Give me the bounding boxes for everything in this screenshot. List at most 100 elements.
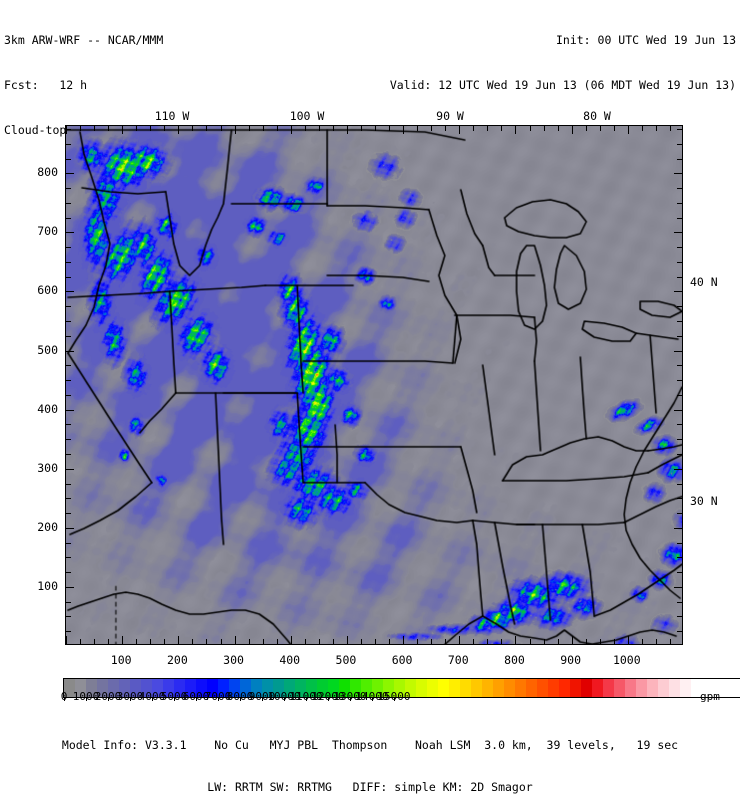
colorbar-swatch bbox=[592, 679, 603, 697]
y-axis-tick-right bbox=[677, 498, 682, 500]
x-axis-label: 200 bbox=[166, 653, 188, 667]
y-axis-tick bbox=[66, 232, 74, 234]
x-axis-tick bbox=[220, 639, 222, 644]
x-axis-label: 100 bbox=[110, 653, 132, 667]
colorbar-swatch bbox=[108, 679, 119, 697]
colorbar-swatch bbox=[735, 679, 740, 697]
y-axis-tick-right bbox=[677, 557, 682, 559]
x-axis-tick-top bbox=[487, 126, 489, 131]
colorbar-tick-label: 9000 bbox=[248, 690, 276, 703]
colorbar-swatch bbox=[669, 679, 680, 697]
x-axis-label: 500 bbox=[335, 653, 357, 667]
colorbar-swatch bbox=[658, 679, 669, 697]
map-plot-area[interactable] bbox=[65, 125, 683, 645]
y-axis-tick-right bbox=[677, 321, 682, 322]
x-axis-tick bbox=[206, 639, 208, 644]
colorbar-swatch bbox=[526, 679, 537, 697]
x-axis-tick bbox=[473, 639, 475, 644]
colorbar-swatch bbox=[625, 679, 636, 697]
x-axis-tick-top bbox=[136, 126, 138, 131]
y-axis-label: 700 bbox=[37, 224, 58, 239]
y-axis-tick-right bbox=[674, 409, 682, 411]
x-axis-tick bbox=[360, 639, 362, 644]
x-axis-tick bbox=[94, 639, 96, 644]
colorbar-swatch bbox=[97, 679, 108, 697]
y-axis-label: 800 bbox=[37, 165, 58, 180]
colorbar-swatch bbox=[64, 679, 75, 697]
colorbar-tick-label: 14000 bbox=[355, 690, 389, 703]
x-axis-tick-top bbox=[585, 126, 587, 131]
colorbar-swatch bbox=[702, 679, 713, 697]
colorbar-tick bbox=[152, 697, 153, 701]
colorbar-swatch bbox=[493, 679, 504, 697]
x-axis-tick-top bbox=[66, 126, 67, 134]
y-axis-tick-right bbox=[677, 217, 682, 219]
y-axis-tick-right bbox=[677, 631, 682, 633]
colorbar-swatch bbox=[163, 679, 174, 697]
x-axis-tick-top bbox=[192, 126, 194, 131]
y-axis-label: 300 bbox=[37, 460, 58, 475]
x-axis-tick-top bbox=[150, 126, 152, 131]
colorbar-tick bbox=[108, 697, 109, 701]
y-axis-tick-right bbox=[677, 365, 682, 367]
y-axis-tick-right bbox=[677, 616, 682, 618]
y-axis-tick-right bbox=[677, 335, 682, 337]
x-axis-tick bbox=[445, 639, 447, 644]
x-axis-tick-top bbox=[627, 126, 629, 134]
x-axis-tick-top bbox=[262, 126, 264, 131]
y-axis-tick-right bbox=[677, 572, 682, 574]
colorbar-swatch bbox=[559, 679, 570, 697]
x-axis-tick-top bbox=[403, 126, 405, 134]
y-axis-tick bbox=[66, 143, 71, 145]
colorbar-swatch bbox=[482, 679, 493, 697]
x-axis-tick bbox=[304, 639, 306, 644]
colorbar-tick bbox=[196, 697, 197, 701]
colorbar-swatch bbox=[383, 679, 394, 697]
x-axis-tick bbox=[655, 639, 657, 644]
colorbar-swatch bbox=[603, 679, 614, 697]
x-axis-tick bbox=[431, 639, 433, 644]
colorbar-tick-label: 2000 bbox=[94, 690, 122, 703]
y-axis-label: 100 bbox=[37, 578, 58, 593]
y-axis-tick bbox=[66, 380, 71, 382]
x-axis-tick bbox=[529, 639, 531, 644]
x-axis-tick-top bbox=[248, 126, 250, 131]
y-axis-tick-right bbox=[677, 158, 682, 160]
colorbar-swatch bbox=[273, 679, 284, 697]
x-axis-tick bbox=[669, 639, 671, 644]
colorbar-swatches[interactable] bbox=[63, 678, 740, 698]
y-axis-tick-right bbox=[677, 394, 682, 396]
y-axis-tick-right bbox=[677, 513, 682, 515]
x-axis-tick bbox=[389, 639, 391, 644]
colorbar-tick bbox=[86, 697, 87, 701]
colorbar-swatch bbox=[614, 679, 625, 697]
colorbar-tick bbox=[64, 697, 65, 701]
x-axis-tick-top bbox=[459, 126, 461, 134]
x-axis-tick bbox=[641, 639, 643, 644]
x-axis-tick bbox=[403, 636, 405, 644]
y-axis-tick bbox=[66, 572, 71, 574]
colorbar-swatch bbox=[427, 679, 438, 697]
x-axis-tick-top bbox=[655, 126, 657, 131]
colorbar-swatch bbox=[317, 679, 328, 697]
y-axis-tick bbox=[66, 631, 71, 633]
x-axis-tick bbox=[599, 639, 601, 644]
latitude-label: 30 N bbox=[690, 494, 718, 508]
colorbar-units-label: gpm bbox=[700, 690, 720, 703]
x-axis-tick bbox=[136, 639, 138, 644]
y-axis-tick bbox=[66, 158, 71, 160]
colorbar-swatch bbox=[636, 679, 647, 697]
y-axis-label: 400 bbox=[37, 401, 58, 416]
y-axis-tick bbox=[66, 350, 74, 352]
x-axis-tick-top bbox=[417, 126, 419, 131]
x-axis-tick bbox=[290, 636, 292, 644]
colorbar-tick bbox=[284, 697, 285, 701]
init-time-label: Init: 00 UTC Wed 19 Jun 13 bbox=[555, 33, 736, 47]
colorbar-swatch bbox=[174, 679, 185, 697]
colorbar-tick bbox=[394, 697, 395, 701]
colorbar-swatch bbox=[548, 679, 559, 697]
y-axis-tick-right bbox=[677, 542, 682, 544]
colorbar-tick bbox=[218, 697, 219, 701]
colorbar-swatch bbox=[537, 679, 548, 697]
x-axis-tick bbox=[108, 639, 110, 644]
